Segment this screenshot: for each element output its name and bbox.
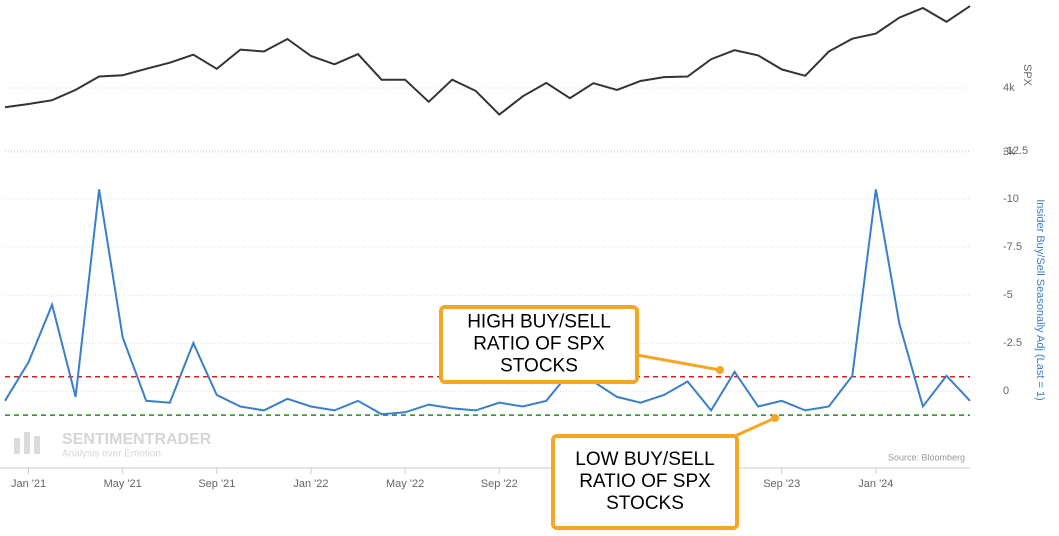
y-tick-label: 0 (1003, 385, 1009, 397)
watermark-title: SENTIMENTRADER (62, 431, 212, 448)
watermark-subtitle: Analysis over Emotion (62, 449, 161, 460)
annotation-arrow (734, 416, 776, 438)
y-tick-label: -7.5 (1003, 241, 1022, 253)
x-tick-label: May '22 (386, 478, 424, 490)
annotation-text: LOW BUY/SELL (575, 449, 714, 470)
x-tick-label: Jan '24 (858, 478, 893, 490)
logo-bar (14, 438, 20, 454)
y-tick-label: -10 (1003, 193, 1019, 205)
data-line (4, 5, 971, 116)
y-tick-label: -5 (1003, 289, 1013, 301)
y-axis-title: SPX (1021, 64, 1033, 87)
y-tick-label: 3k (1003, 146, 1015, 158)
x-tick-label: May '21 (104, 478, 142, 490)
annotation-dot (771, 414, 779, 422)
x-tick-label: Sep '23 (763, 478, 800, 490)
y-tick-label: -2.5 (1003, 337, 1022, 349)
annotation-text: HIGH BUY/SELL (467, 312, 611, 333)
logo-bar (24, 432, 30, 454)
y-axis-title: Insider Buy/Sell Seasonally Adj (Last = … (1034, 199, 1046, 400)
annotation-text: RATIO OF SPX (579, 471, 711, 492)
y-tick-label: -12.5 (1003, 145, 1028, 157)
annotation-dot (716, 366, 724, 374)
y-tick-label: 4k (1003, 82, 1015, 94)
x-tick-label: Sep '22 (481, 478, 518, 490)
annotation-box (551, 434, 739, 530)
annotation-text: STOCKS (500, 356, 578, 377)
logo-bar (34, 436, 40, 454)
x-tick-label: Jan '22 (293, 478, 328, 490)
watermark: SENTIMENTRADER Analysis over Emotion (14, 431, 212, 460)
annotation-arrow (636, 353, 721, 372)
data-line (4, 189, 971, 416)
x-tick-label: Sep '21 (198, 478, 235, 490)
source: Source: Bloomberg (888, 452, 965, 462)
annotation-text: RATIO OF SPX (473, 334, 605, 355)
annotation-box (439, 305, 639, 384)
x-tick-label: Jan '21 (11, 478, 46, 490)
annotation-text: STOCKS (606, 493, 684, 514)
